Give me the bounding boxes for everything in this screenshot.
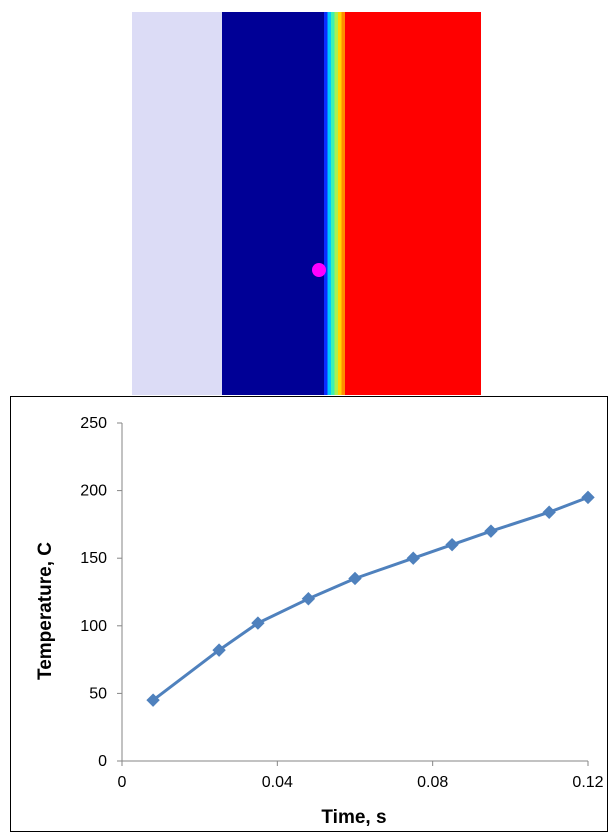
y-tick-label: 100: [80, 618, 107, 635]
temperature-time-chart: 0 50 100 150 200 250 0 0.04 0.08 0.12 Temperatur…: [35, 415, 604, 828]
y-tick-label: 50: [89, 685, 107, 702]
data-point-marker: [212, 643, 226, 657]
y-tick-label: 150: [80, 550, 107, 567]
y-tick-label: 200: [80, 483, 107, 500]
data-point-marker: [251, 616, 265, 630]
data-point-marker: [445, 537, 459, 552]
x-axis-title: Time, s: [321, 807, 386, 828]
data-point-marker: [484, 524, 498, 538]
y-axis-title: Temperature, C: [35, 542, 56, 680]
gradient-band: [341, 12, 346, 395]
transition-gradient: [324, 12, 346, 395]
gradient-band: [331, 12, 335, 395]
y-tick-label: 0: [98, 753, 107, 770]
data-point-marker: [542, 505, 556, 519]
y-tick-label: 250: [80, 415, 107, 432]
data-point-marker: [301, 592, 316, 606]
gradient-band: [338, 12, 342, 395]
x-tick-label: 0.12: [572, 774, 603, 791]
chart-frame: 0 50 100 150 200 250 0 0.04 0.08 0.12 Temperatur…: [10, 396, 608, 832]
x-axis: 0 0.04 0.08 0.12: [118, 760, 604, 791]
x-tick-label: 0.04: [262, 774, 293, 791]
x-tick-label: 0: [118, 774, 127, 791]
data-point-marker: [406, 551, 420, 565]
probe-marker: [312, 263, 326, 277]
data-point-marker: [146, 693, 160, 707]
data-point-marker: [581, 490, 595, 505]
gradient-band: [334, 12, 339, 395]
pale-region: [132, 12, 222, 395]
series-line: [151, 495, 590, 702]
simulation-temperature-field: [132, 12, 481, 395]
gradient-band: [327, 12, 332, 395]
data-point-marker: [348, 571, 362, 586]
gradient-band: [324, 12, 328, 395]
x-tick-label: 0.08: [417, 774, 448, 791]
cold-region: [222, 12, 324, 395]
hot-region: [345, 12, 481, 395]
y-axis: 0 50 100 150 200 250: [80, 415, 123, 770]
series-line-group: [146, 490, 595, 707]
